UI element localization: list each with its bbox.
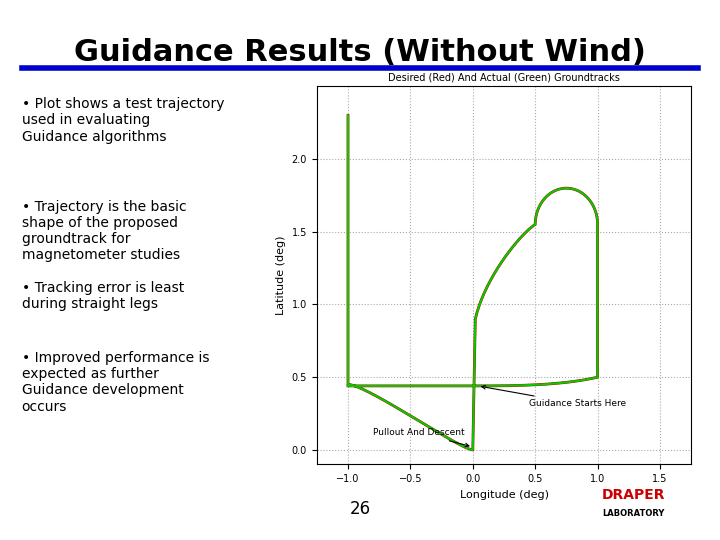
Title: Desired (Red) And Actual (Green) Groundtracks: Desired (Red) And Actual (Green) Groundt… <box>388 73 620 83</box>
Text: 26: 26 <box>349 501 371 518</box>
Y-axis label: Latitude (deg): Latitude (deg) <box>276 235 286 315</box>
Text: Guidance Results (Without Wind): Guidance Results (Without Wind) <box>74 38 646 67</box>
Text: Guidance Starts Here: Guidance Starts Here <box>482 386 626 408</box>
Text: • Plot shows a test trajectory
used in evaluating
Guidance algorithms: • Plot shows a test trajectory used in e… <box>22 97 224 144</box>
Text: LABORATORY: LABORATORY <box>603 509 665 518</box>
Text: • Tracking error is least
during straight legs: • Tracking error is least during straigh… <box>22 281 184 311</box>
Text: • Improved performance is
expected as further
Guidance development
occurs: • Improved performance is expected as fu… <box>22 351 209 414</box>
Text: Pullout And Descent: Pullout And Descent <box>373 428 469 447</box>
Text: DRAPER: DRAPER <box>602 488 665 502</box>
Text: • Trajectory is the basic
shape of the proposed
groundtrack for
magnetometer stu: • Trajectory is the basic shape of the p… <box>22 200 186 262</box>
X-axis label: Longitude (deg): Longitude (deg) <box>459 490 549 500</box>
